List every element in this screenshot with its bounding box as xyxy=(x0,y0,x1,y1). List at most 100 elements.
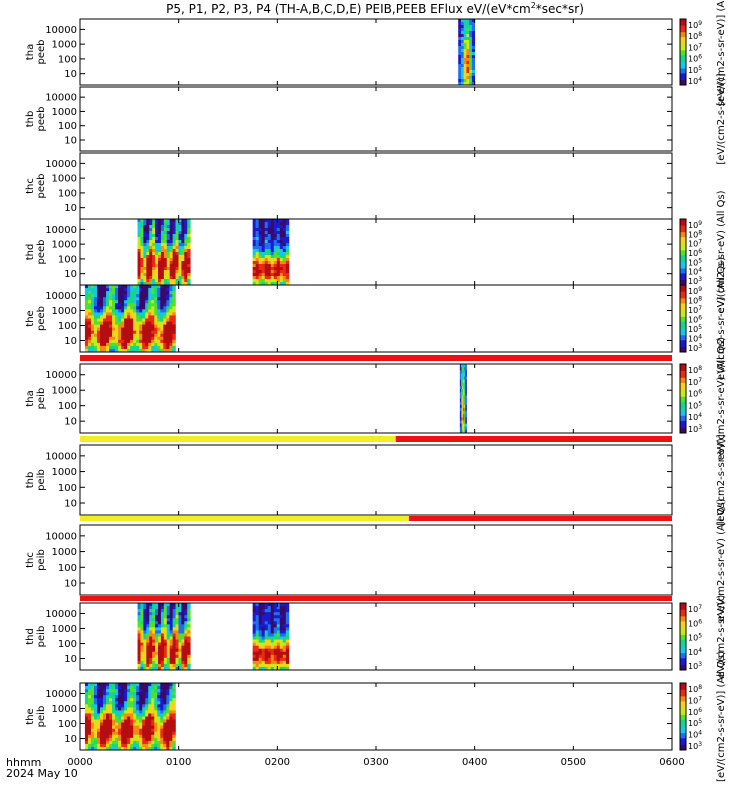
spectrogram-cell xyxy=(152,660,156,665)
spectrogram-cell xyxy=(187,228,191,232)
spectrogram-cell xyxy=(121,689,125,693)
colorbar-cell xyxy=(680,718,686,721)
spectrogram-cell xyxy=(158,270,162,274)
colorbar-cell xyxy=(680,400,686,403)
spectrogram-cell xyxy=(109,315,113,319)
spectrogram-cell xyxy=(142,300,146,304)
spectrogram-cell xyxy=(255,645,260,650)
spectrogram-cell xyxy=(169,306,173,310)
colorbar-cell xyxy=(680,350,686,353)
spectrogram-cell xyxy=(130,728,134,733)
spectrogram-cell xyxy=(96,701,101,705)
spectrogram-cell xyxy=(109,294,113,298)
spectrogram-cell xyxy=(252,618,257,622)
spectrogram-cell xyxy=(118,692,122,696)
spectrogram-cell xyxy=(169,636,174,640)
colorbar-tick-base: 10 xyxy=(688,230,698,239)
spectrogram-cell xyxy=(142,348,146,353)
spectrogram-cell xyxy=(136,725,140,730)
spectrogram-cell xyxy=(118,288,122,292)
spectrogram-cell xyxy=(469,28,473,32)
spectrogram-cell xyxy=(181,648,185,653)
colorbar-cell xyxy=(680,333,686,336)
spectrogram-cell xyxy=(151,300,155,304)
colorbar-cell xyxy=(680,336,686,340)
colorbar-tick-base: 10 xyxy=(688,66,698,75)
spectrogram-cell xyxy=(178,609,182,613)
spectrogram-cell xyxy=(100,692,104,696)
spectrogram-cell xyxy=(184,252,188,256)
spectrogram-cell xyxy=(166,663,171,668)
spectrogram-cell xyxy=(158,273,162,277)
spectrogram-cell xyxy=(137,219,141,223)
spectrogram-cell xyxy=(258,621,263,625)
spectrogram-cell xyxy=(137,666,141,671)
spectrogram-cell xyxy=(160,707,164,711)
spectrogram-cell xyxy=(100,294,104,298)
spectrogram-cell xyxy=(146,651,150,656)
spectrogram-cell xyxy=(140,624,144,628)
colorbar-cell xyxy=(680,714,686,717)
spectrogram-cell xyxy=(184,624,188,628)
spectrogram-cell xyxy=(267,648,272,653)
colorbar-cell xyxy=(680,60,686,63)
spectrogram-cell xyxy=(139,327,143,332)
colorbar-cell xyxy=(680,426,686,429)
spectrogram-cell xyxy=(118,728,122,733)
spectrogram-cell xyxy=(264,234,269,238)
spectrogram-cell xyxy=(143,618,147,622)
spectrogram-cell xyxy=(458,76,462,80)
spectrogram-cell xyxy=(142,291,146,295)
spectrogram-cell xyxy=(149,246,153,250)
spectrogram-cell xyxy=(471,43,476,47)
spectrogram-cell xyxy=(137,630,141,634)
spectrogram-cell xyxy=(282,267,287,271)
spectrogram-cell xyxy=(264,228,269,232)
spectrogram-cell xyxy=(93,701,98,705)
spectrogram-cell xyxy=(279,663,284,668)
spectrogram-cell xyxy=(100,333,104,338)
y-tick-label: 100 xyxy=(58,54,77,65)
colorbar-tick-label: 104 xyxy=(688,412,702,422)
spectrogram-cell xyxy=(143,270,147,274)
spectrogram-cell xyxy=(124,689,128,693)
panel-label: thepeeb xyxy=(25,306,47,331)
spectrogram-cell xyxy=(463,417,465,421)
colorbar-tick-exp: 4 xyxy=(698,334,702,341)
spectrogram-cell xyxy=(139,324,143,329)
spectrogram-cell xyxy=(166,683,170,687)
spectrogram-cell xyxy=(282,657,287,662)
spectrogram-cell xyxy=(109,297,113,301)
spectrogram-cell xyxy=(264,225,269,229)
spectrogram-cell xyxy=(112,330,116,335)
y-tick-label: 1000 xyxy=(52,240,77,251)
spectrogram-cell xyxy=(112,339,116,344)
spectrogram-cell xyxy=(178,243,182,247)
spectrogram-cell xyxy=(463,395,465,399)
spectrogram-cell xyxy=(169,618,174,622)
spectrogram-cell xyxy=(172,666,176,671)
spectrogram-cell xyxy=(282,225,287,229)
spectrogram-cell xyxy=(100,315,104,319)
spectrogram-cell xyxy=(160,318,164,322)
spectrogram-cell xyxy=(112,291,116,295)
spectrogram-cell xyxy=(106,294,110,298)
spectrogram-cell xyxy=(175,630,179,634)
spectrogram-cell xyxy=(255,624,260,628)
spectrogram-cell xyxy=(255,615,260,619)
spectrogram-cell xyxy=(93,728,98,733)
spectrogram-cell xyxy=(166,315,170,319)
colorbar-tick-base: 10 xyxy=(688,221,698,230)
spectrogram-cell xyxy=(109,345,113,350)
spectrogram-cell xyxy=(460,58,465,62)
spectrogram-cell xyxy=(127,339,131,344)
spectrogram-cell xyxy=(96,315,101,319)
spectrogram-cell xyxy=(100,743,104,748)
spectrogram-cell xyxy=(87,312,92,316)
spectrogram-cell xyxy=(145,683,149,687)
spectrogram-cell xyxy=(172,270,176,274)
y-tick-label: 100 xyxy=(58,121,77,132)
colorbar-cell xyxy=(680,419,686,422)
spectrogram-cell xyxy=(106,339,110,344)
spectrogram-cell xyxy=(121,698,125,702)
